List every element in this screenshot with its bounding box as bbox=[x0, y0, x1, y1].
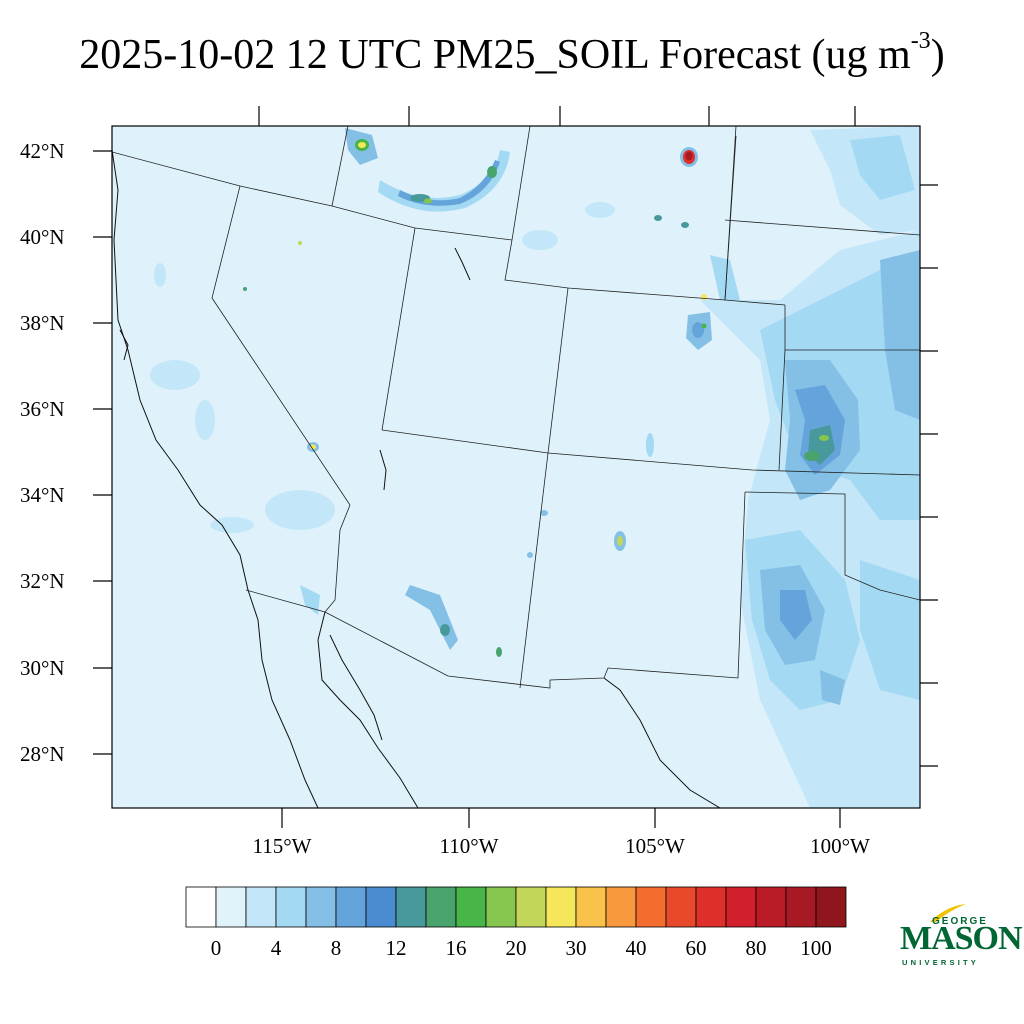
colorbar-label: 40 bbox=[625, 936, 647, 960]
map-title: 2025-10-02 12 UTC PM25_SOIL Forecast (ug… bbox=[0, 29, 1024, 78]
lon-label-110: 110°W bbox=[439, 834, 499, 858]
concentration-field bbox=[150, 126, 920, 808]
colorbar-swatch bbox=[215, 886, 247, 928]
colorbar-swatch bbox=[695, 886, 727, 928]
colorbar-swatch bbox=[785, 886, 817, 928]
lon-label-105: 105°W bbox=[625, 834, 685, 858]
lat-label-34: 34°N bbox=[20, 483, 65, 507]
lat-label-32: 32°N bbox=[20, 569, 65, 593]
coastline bbox=[112, 149, 721, 808]
colorbar-swatch bbox=[185, 886, 217, 928]
lat-ticks bbox=[93, 150, 112, 755]
colorbar-swatch bbox=[335, 886, 367, 928]
colorbar-swatch bbox=[305, 886, 337, 928]
lat-label-40: 40°N bbox=[20, 225, 65, 249]
colorbar-label: 16 bbox=[445, 936, 467, 960]
colorbar-swatch bbox=[275, 886, 307, 928]
lat-label-42: 42°N bbox=[20, 139, 65, 163]
colorbar bbox=[185, 886, 847, 928]
lon-ticks bbox=[281, 808, 841, 828]
colorbar-swatch bbox=[575, 886, 607, 928]
lat-label-28: 28°N bbox=[20, 742, 65, 766]
colorbar-label: 60 bbox=[685, 936, 707, 960]
colorbar-label: 30 bbox=[565, 936, 587, 960]
lon-label-115: 115°W bbox=[252, 834, 312, 858]
colorbar-swatch bbox=[245, 886, 277, 928]
colorbar-swatch bbox=[365, 886, 397, 928]
logo-mason: MASON bbox=[900, 920, 1023, 957]
logo-university: UNIVERSITY bbox=[902, 958, 980, 967]
lat-label-30: 30°N bbox=[20, 656, 65, 680]
lat-label-38: 38°N bbox=[20, 311, 65, 335]
map-frame bbox=[111, 125, 921, 809]
colorbar-label: 8 bbox=[330, 936, 342, 960]
colorbar-swatch bbox=[455, 886, 487, 928]
colorbar-swatch bbox=[545, 886, 577, 928]
colorbar-label: 80 bbox=[745, 936, 767, 960]
colorbar-label: 20 bbox=[505, 936, 527, 960]
logo-swoosh-icon bbox=[930, 904, 966, 922]
logo-george: GEORGE bbox=[932, 916, 988, 927]
colorbar-swatch bbox=[425, 886, 457, 928]
lon-label-100: 100°W bbox=[810, 834, 870, 858]
title-close: ) bbox=[930, 32, 945, 78]
colorbar-swatch bbox=[485, 886, 517, 928]
colorbar-swatch bbox=[725, 886, 757, 928]
colorbar-swatch bbox=[665, 886, 697, 928]
right-ticks bbox=[920, 184, 938, 767]
colorbar-label: 100 bbox=[800, 936, 832, 960]
colorbar-label: 12 bbox=[385, 936, 407, 960]
colorbar-swatch bbox=[755, 886, 787, 928]
colorbar-swatch bbox=[815, 886, 847, 928]
colorbar-label: 4 bbox=[270, 936, 282, 960]
colorbar-label: 0 bbox=[210, 936, 222, 960]
lat-label-36: 36°N bbox=[20, 397, 65, 421]
top-ticks bbox=[258, 106, 856, 126]
state-borders bbox=[112, 126, 920, 689]
title-superscript: -3 bbox=[910, 28, 931, 54]
title-main: 2025-10-02 12 UTC PM25_SOIL Forecast (ug… bbox=[79, 32, 911, 78]
colorbar-swatch bbox=[395, 886, 427, 928]
colorbar-swatch bbox=[515, 886, 547, 928]
colorbar-swatch bbox=[605, 886, 637, 928]
colorbar-swatch bbox=[635, 886, 667, 928]
gmu-logo: GEORGE MASON UNIVERSITY bbox=[898, 902, 1023, 972]
